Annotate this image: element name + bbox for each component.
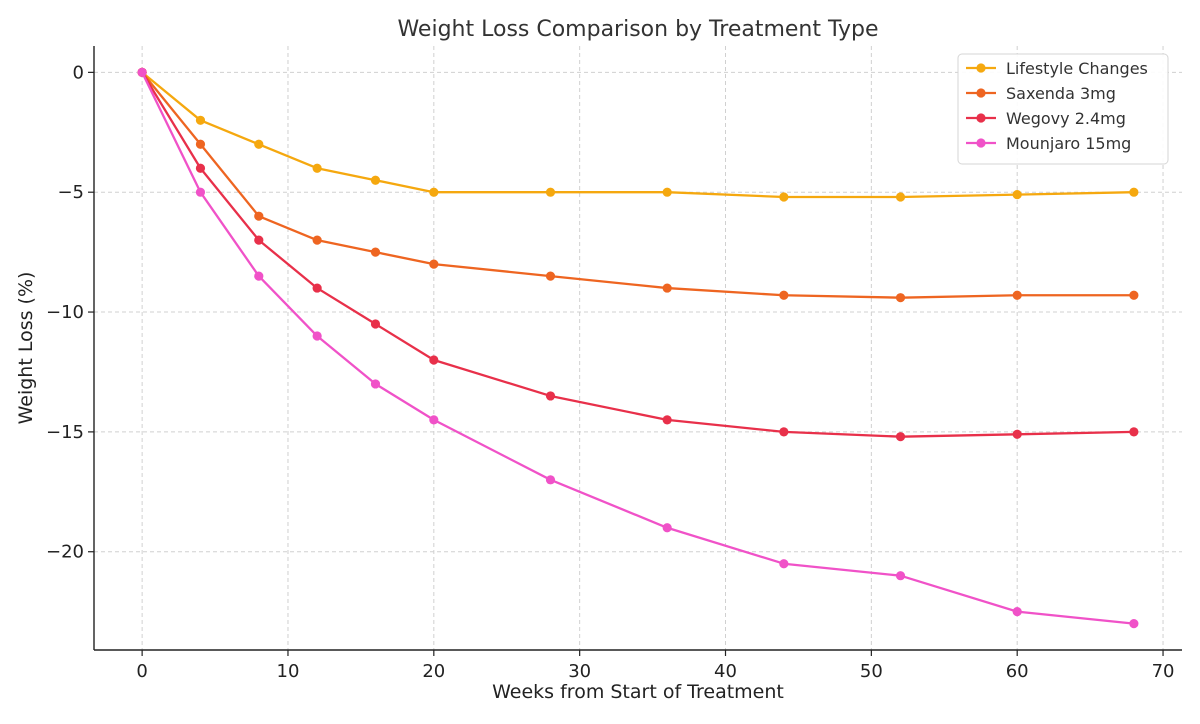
legend-box	[957, 53, 1169, 165]
x-tick-label: 50	[860, 661, 883, 682]
data-point	[1012, 190, 1022, 200]
data-point	[429, 415, 439, 425]
data-point	[254, 235, 264, 245]
data-point	[370, 319, 381, 329]
data-point	[370, 379, 381, 389]
chart-title: Weight Loss Comparison by Treatment Type	[397, 17, 878, 42]
data-point	[312, 331, 322, 341]
x-tick-label: 20	[422, 661, 445, 682]
data-point	[370, 175, 381, 185]
data-point	[779, 427, 789, 437]
ticks: 0 10 20 30 40 50 60 70 0 −5 −10 −15 −20	[46, 62, 1174, 682]
legend-label: Lifestyle Changes	[1006, 59, 1148, 78]
series-layer	[137, 67, 1139, 629]
data-point	[195, 139, 206, 149]
data-point	[779, 290, 789, 300]
data-point	[429, 355, 439, 365]
legend: Lifestyle Changes Saxenda 3mg Wegovy 2.4mg…	[957, 53, 1169, 165]
x-tick-label: 0	[136, 661, 147, 682]
data-point	[895, 192, 906, 202]
data-point	[254, 139, 264, 149]
x-tick-label: 60	[1006, 661, 1029, 682]
data-point	[895, 571, 906, 581]
legend-swatch-marker	[976, 88, 986, 98]
data-point	[1012, 429, 1022, 439]
data-point	[195, 187, 206, 197]
data-point	[312, 235, 322, 245]
legend-entry: Lifestyle Changes	[966, 59, 1148, 78]
data-point	[1129, 427, 1139, 437]
y-tick-label: 0	[73, 62, 84, 83]
data-point	[1012, 607, 1022, 617]
legend-swatch-marker	[976, 63, 986, 73]
data-point	[137, 67, 147, 77]
data-point	[1129, 187, 1139, 197]
legend-label: Wegovy 2.4mg	[1006, 109, 1126, 128]
legend-swatch-marker	[976, 113, 986, 123]
legend-label: Mounjaro 15mg	[1006, 134, 1131, 153]
data-point	[195, 115, 206, 125]
y-tick-label: −15	[46, 422, 84, 443]
x-tick-label: 30	[568, 661, 591, 682]
data-point	[779, 192, 789, 202]
series-line	[140, 71, 1136, 438]
x-axis-label: Weeks from Start of Treatment	[492, 681, 784, 703]
data-point	[429, 187, 439, 197]
legend-swatch-marker	[976, 138, 986, 148]
series-mounjaro-15mg	[137, 67, 1139, 629]
series-line	[140, 71, 1136, 299]
legend-entry: Wegovy 2.4mg	[966, 109, 1126, 128]
data-point	[662, 523, 672, 533]
data-point	[545, 391, 556, 401]
x-tick-label: 10	[277, 661, 300, 682]
data-point	[545, 475, 556, 485]
series-wegovy-2-4mg	[137, 67, 1139, 442]
data-point	[254, 271, 264, 281]
data-point	[254, 211, 264, 221]
y-axis-label: Weight Loss (%)	[15, 272, 37, 425]
y-tick-label: −10	[46, 302, 84, 323]
data-point	[1129, 619, 1139, 629]
data-point	[662, 283, 672, 293]
data-point	[312, 163, 322, 173]
legend-label: Saxenda 3mg	[1006, 84, 1116, 103]
x-tick-label: 70	[1152, 661, 1175, 682]
data-point	[312, 283, 322, 293]
data-point	[195, 163, 206, 173]
data-point	[1129, 290, 1139, 300]
data-point	[895, 432, 906, 442]
data-point	[545, 271, 556, 281]
data-point	[545, 187, 556, 197]
data-point	[429, 259, 439, 269]
data-point	[1012, 290, 1022, 300]
y-tick-label: −20	[46, 542, 84, 563]
data-point	[779, 559, 789, 569]
data-point	[370, 247, 381, 257]
data-point	[662, 187, 672, 197]
series-saxenda-3mg	[137, 67, 1139, 303]
y-tick-label: −5	[57, 182, 84, 203]
series-line	[140, 71, 1136, 199]
x-tick-label: 40	[714, 661, 737, 682]
data-point	[895, 293, 906, 303]
legend-entry: Mounjaro 15mg	[966, 134, 1131, 153]
legend-entry: Saxenda 3mg	[966, 84, 1116, 103]
data-point	[662, 415, 672, 425]
series-line	[140, 71, 1136, 625]
